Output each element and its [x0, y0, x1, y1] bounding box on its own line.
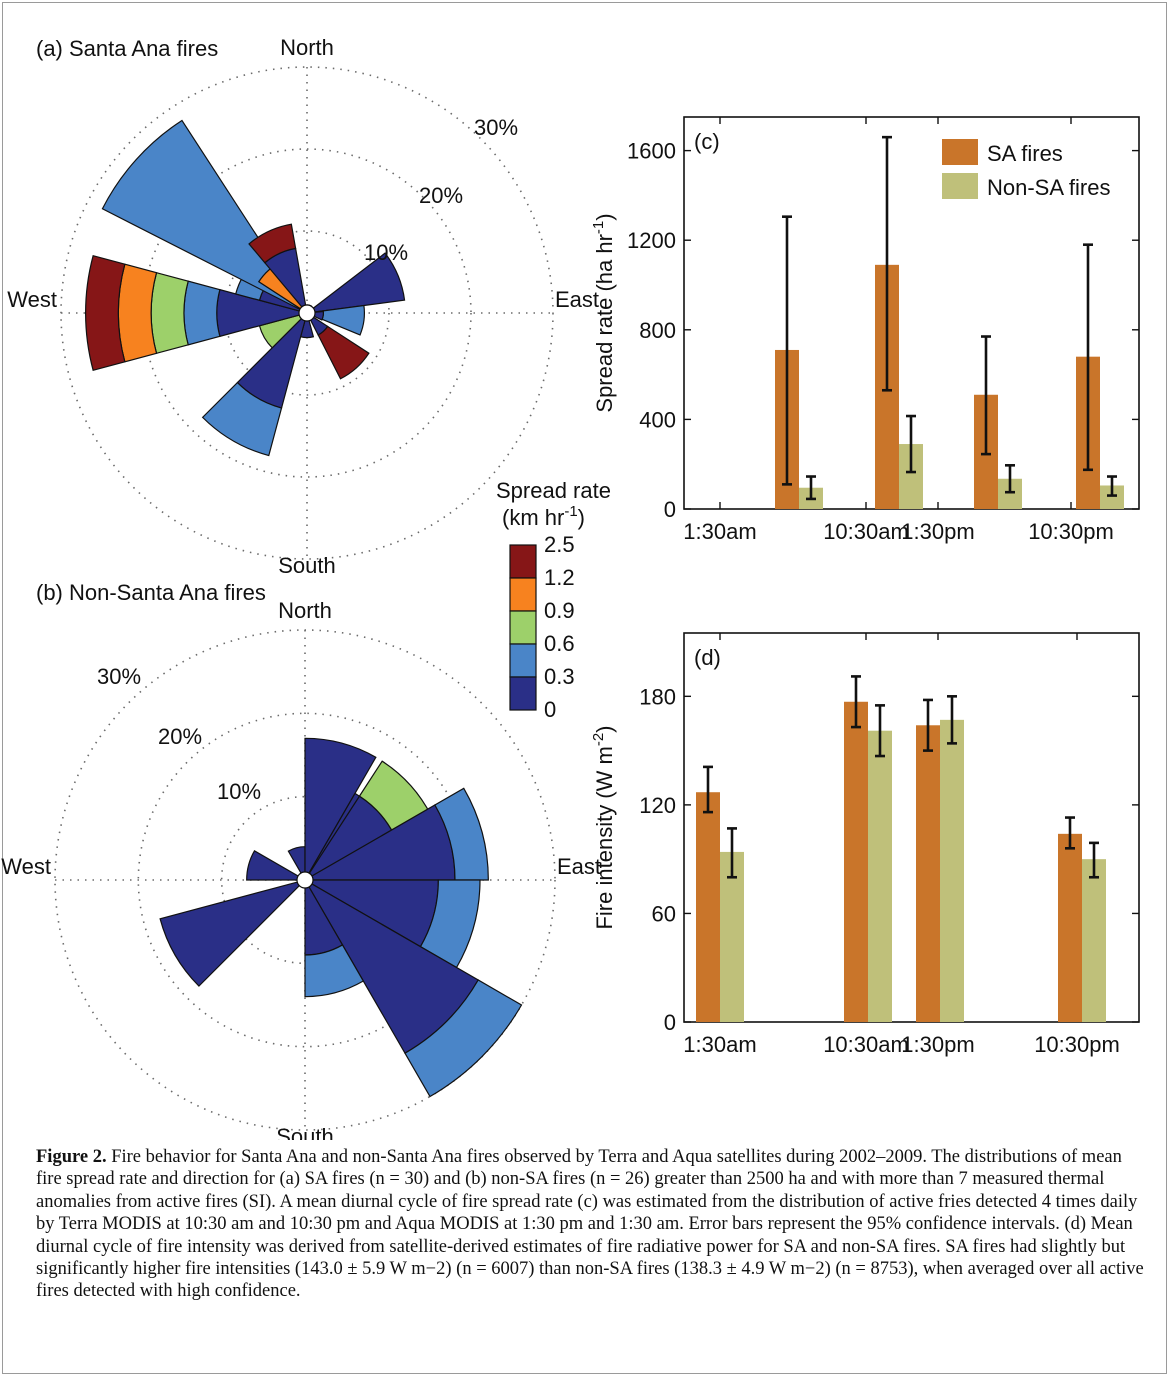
xtick-label-3: 10:30pm — [1028, 519, 1114, 544]
xtick-label-2: 1:30pm — [901, 519, 974, 544]
legend-tick-3: 0.6 — [544, 631, 575, 656]
xtick-label-0: 1:30am — [683, 519, 756, 544]
rose-center — [296, 871, 314, 889]
bar-nonsa-2 — [940, 719, 964, 1022]
legend-swatch-3 — [509, 577, 537, 612]
direction-label-east: East — [557, 854, 601, 879]
panel-label: (d) — [694, 645, 721, 670]
ytick-label-1: 60 — [652, 901, 676, 926]
rose-wedge-4-bin-1 — [201, 381, 283, 457]
bar-nonsa-0 — [720, 851, 744, 1022]
grid-ring-10 — [224, 230, 390, 396]
ytick-label-3: 180 — [639, 684, 676, 709]
radial-label-1: 10% — [217, 779, 261, 804]
xtick-label-1: 10:30am — [823, 519, 909, 544]
xtick-label-0: 1:30am — [683, 1032, 756, 1057]
rose-wedge-6-bin-2 — [150, 271, 189, 355]
spread-rate-legend: Spread rate (km hr-1) 2.5 1.2 0.9 0.6 0.3 0 — [496, 478, 611, 722]
xtick-label-2: 1:30pm — [901, 1032, 974, 1057]
radial-label-1: 10% — [364, 240, 408, 265]
rose-a-title: (a) Santa Ana fires — [36, 36, 218, 61]
bar-nonsa-3 — [1082, 859, 1106, 1022]
bar-sa-1 — [844, 701, 868, 1022]
y-axis-label: Fire intensity (W m-2) — [590, 725, 617, 929]
legend-title-line1: Spread rate — [496, 478, 611, 503]
ytick-label-0: 0 — [664, 1010, 676, 1035]
rose-wedge-6-bin-1 — [183, 280, 221, 346]
bar-sa-0 — [696, 792, 720, 1022]
ytick-label-1: 400 — [639, 407, 676, 432]
legend-swatch-sa — [942, 139, 978, 165]
rose-wedge-8-bin-0 — [159, 881, 301, 987]
rose-wedge-7-bin-1 — [304, 944, 365, 998]
xtick-label-3: 10:30pm — [1034, 1032, 1120, 1057]
bar-nonsa-1 — [868, 730, 892, 1022]
rose-center — [298, 304, 316, 322]
rose-wedge-6-bin-4 — [85, 254, 126, 372]
legend-tick-1: 1.2 — [544, 565, 575, 590]
ytick-label-0: 0 — [664, 497, 676, 522]
direction-label-east: East — [555, 287, 599, 312]
legend-swatch-1 — [509, 643, 537, 678]
ytick-label-3: 1200 — [627, 228, 676, 253]
legend-tick-5: 0 — [544, 697, 556, 722]
direction-label-north: North — [280, 35, 334, 60]
caption-label: Figure 2. — [36, 1147, 107, 1167]
legend-label-sa: SA fires — [987, 141, 1063, 166]
xtick-label-1: 10:30am — [823, 1032, 909, 1057]
y-axis-label: Spread rate (ha hr-1) — [590, 213, 617, 412]
bar-sa-3 — [1058, 833, 1082, 1022]
legend-swatch-2 — [509, 610, 537, 645]
rose-b-title: (b) Non-Santa Ana fires — [36, 580, 266, 605]
figure-caption: Figure 2. Fire behavior for Santa Ana an… — [36, 1146, 1146, 1303]
direction-label-west: West — [1, 854, 51, 879]
legend-swatch-nonsa — [942, 173, 978, 199]
legend-title-line2: (km hr-1) — [502, 503, 585, 530]
bar-sa-2 — [916, 725, 940, 1022]
ytick-label-4: 1600 — [627, 139, 676, 164]
plot-frame — [683, 632, 1140, 1023]
legend-swatch-4 — [509, 544, 537, 579]
figure-canvas: North South East West 10% 20% 30% (a) Santa An… — [1, 35, 1140, 1140]
rose-chart-santa-ana: North South East West 10% 20% 30% — [7, 35, 599, 578]
legend-tick-2: 0.9 — [544, 598, 575, 623]
rose-wedge-0-bin-0 — [287, 846, 306, 874]
ytick-label-2: 800 — [639, 318, 676, 343]
direction-label-south: South — [276, 1124, 334, 1140]
legend-swatch-0 — [509, 676, 537, 711]
rose-wedge-12-bin-4 — [248, 223, 297, 264]
radial-label-2: 20% — [419, 183, 463, 208]
legend-tick-0: 2.5 — [544, 532, 575, 557]
legend-label-nonsa: Non-SA fires — [987, 175, 1111, 200]
ytick-label-2: 120 — [639, 793, 676, 818]
rose-wedge-2-bin-4 — [317, 325, 370, 380]
rose-wedge-6-bin-3 — [117, 263, 158, 363]
radial-label-3: 30% — [97, 664, 141, 689]
rose-wedge-6-bin-1 — [404, 979, 523, 1098]
bar-nonsa-3 — [1100, 485, 1124, 509]
grid-ring-20 — [142, 148, 472, 478]
rose-chart-non-santa-ana: North South East West 10% 20% 30% — [1, 598, 601, 1140]
caption-text: Fire behavior for Santa Ana and non-Sant… — [36, 1147, 1144, 1302]
direction-label-north: North — [278, 598, 332, 623]
direction-label-south: South — [278, 553, 336, 578]
radial-label-3: 30% — [474, 115, 518, 140]
legend-tick-4: 0.3 — [544, 664, 575, 689]
panel-label: (c) — [694, 129, 720, 154]
radial-label-2: 20% — [158, 724, 202, 749]
direction-label-west: West — [7, 287, 57, 312]
